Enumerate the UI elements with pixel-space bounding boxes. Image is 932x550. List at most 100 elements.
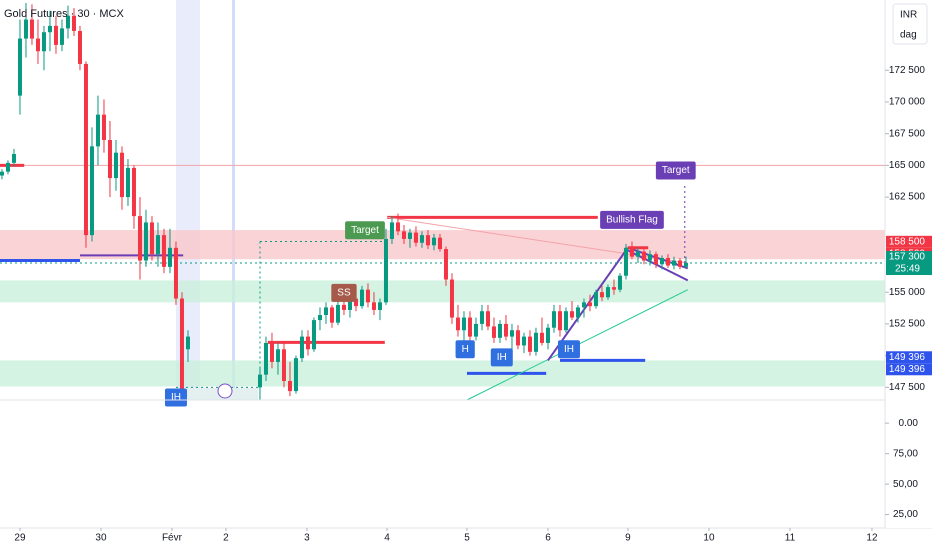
candle-body	[419, 235, 424, 243]
x-tick-label: 3	[304, 533, 310, 544]
plot: Target Target Bullish Flag SS H IH IH IH	[0, 3, 885, 407]
x-tick-label: 5	[464, 533, 470, 544]
candle-body	[551, 311, 556, 328]
candle-body	[479, 311, 484, 324]
candle-body	[29, 19, 34, 39]
candle-body	[539, 332, 544, 343]
candle-body	[89, 146, 94, 236]
candle-body	[617, 275, 622, 290]
session-band	[232, 0, 235, 400]
candle-body	[143, 222, 148, 261]
price-badge-label: 158 500	[889, 236, 926, 247]
candle-body	[287, 380, 292, 392]
y-tick-label: 162 500	[889, 192, 926, 203]
candle-body	[95, 114, 100, 147]
annotation-box	[331, 283, 357, 302]
candle-body	[389, 222, 394, 239]
candle-body	[137, 216, 142, 261]
price-badge	[886, 235, 932, 248]
annotation-label: IH	[497, 352, 507, 363]
candle-body	[353, 298, 358, 307]
candle-body	[545, 327, 550, 343]
candle-body	[455, 317, 460, 331]
candle-body	[425, 235, 430, 246]
candle-body	[443, 249, 448, 280]
axis: 29 30 Févr 2 3 4 5 6 9 10 11 12 172 500 170 000 167 50…	[14, 65, 932, 544]
candle-body	[131, 167, 136, 217]
annotation: Target	[345, 221, 385, 240]
candle-body	[125, 167, 130, 198]
candle-body	[269, 342, 274, 362]
candle-body	[593, 292, 598, 307]
candle-body	[569, 311, 574, 318]
x-tick-label: 4	[384, 533, 390, 544]
annotation-label: Target	[351, 225, 379, 236]
candle-body	[83, 63, 88, 236]
timeframe: dag	[900, 30, 917, 41]
annotation-label: IH	[564, 344, 574, 355]
x-tick-label: 12	[866, 533, 878, 544]
price-badge-label: 149 396	[889, 364, 926, 375]
candle-body	[683, 263, 688, 267]
candle-body	[65, 15, 70, 29]
annotation-label: H	[462, 344, 469, 355]
candle-body	[275, 349, 280, 362]
candle-body	[509, 330, 514, 337]
candle-body	[5, 162, 10, 172]
annotation: Bullish Flag	[600, 210, 664, 229]
candle-body	[281, 349, 286, 381]
annotation-label: Bullish Flag	[606, 215, 658, 226]
candle-body	[557, 311, 562, 331]
candle-body	[41, 32, 46, 52]
candle-body	[497, 323, 502, 338]
annotation-label: IH	[171, 392, 181, 403]
candle-body	[473, 323, 478, 337]
annotation-label: SS	[337, 287, 351, 298]
candle-body	[173, 247, 178, 299]
candle-body	[347, 298, 352, 310]
candle-body	[647, 254, 652, 261]
y-tick-label: 0.00	[899, 418, 919, 429]
candle-body	[185, 336, 190, 350]
candle-body	[521, 336, 526, 346]
y-tick-label: 147 500	[889, 382, 926, 393]
candle-body	[257, 374, 262, 388]
candle-body	[365, 289, 370, 303]
annotation-label: Target	[662, 165, 690, 176]
candle-body	[323, 307, 328, 316]
candle-body	[59, 28, 64, 45]
candle-body	[635, 251, 640, 257]
candle-body	[659, 257, 664, 265]
y-tick-label: 25,00	[893, 509, 918, 520]
candle-body	[47, 25, 52, 33]
candle-body	[413, 232, 418, 243]
x-tick-label: 29	[14, 533, 26, 544]
candle-body	[293, 358, 298, 392]
currency: INR	[900, 10, 917, 21]
x-tick-label: 10	[703, 533, 715, 544]
candle-body	[677, 260, 682, 267]
candle-body	[449, 279, 454, 318]
annotation-box	[557, 340, 580, 359]
candle-body	[149, 222, 154, 255]
candle-body	[317, 315, 322, 321]
annotation: IH	[490, 348, 513, 367]
candle-body	[23, 19, 28, 39]
candle-body	[311, 320, 316, 350]
candle-body	[263, 342, 268, 375]
candle-body	[641, 251, 646, 261]
chart-title: Gold Futures · 30 · MCX	[4, 8, 124, 20]
y-tick-label: 167 500	[889, 128, 926, 139]
y-tick-label: 155 000	[889, 287, 926, 298]
annotation-box	[345, 221, 385, 240]
candle-body	[527, 336, 532, 352]
currency-box	[892, 3, 928, 45]
x-tick-label: 30	[95, 533, 107, 544]
candle-body	[563, 311, 568, 331]
candle-body	[665, 257, 670, 266]
candle-body	[503, 323, 508, 337]
price-badge	[886, 251, 932, 276]
candle-body	[155, 235, 160, 255]
event-icon[interactable]	[217, 383, 233, 399]
